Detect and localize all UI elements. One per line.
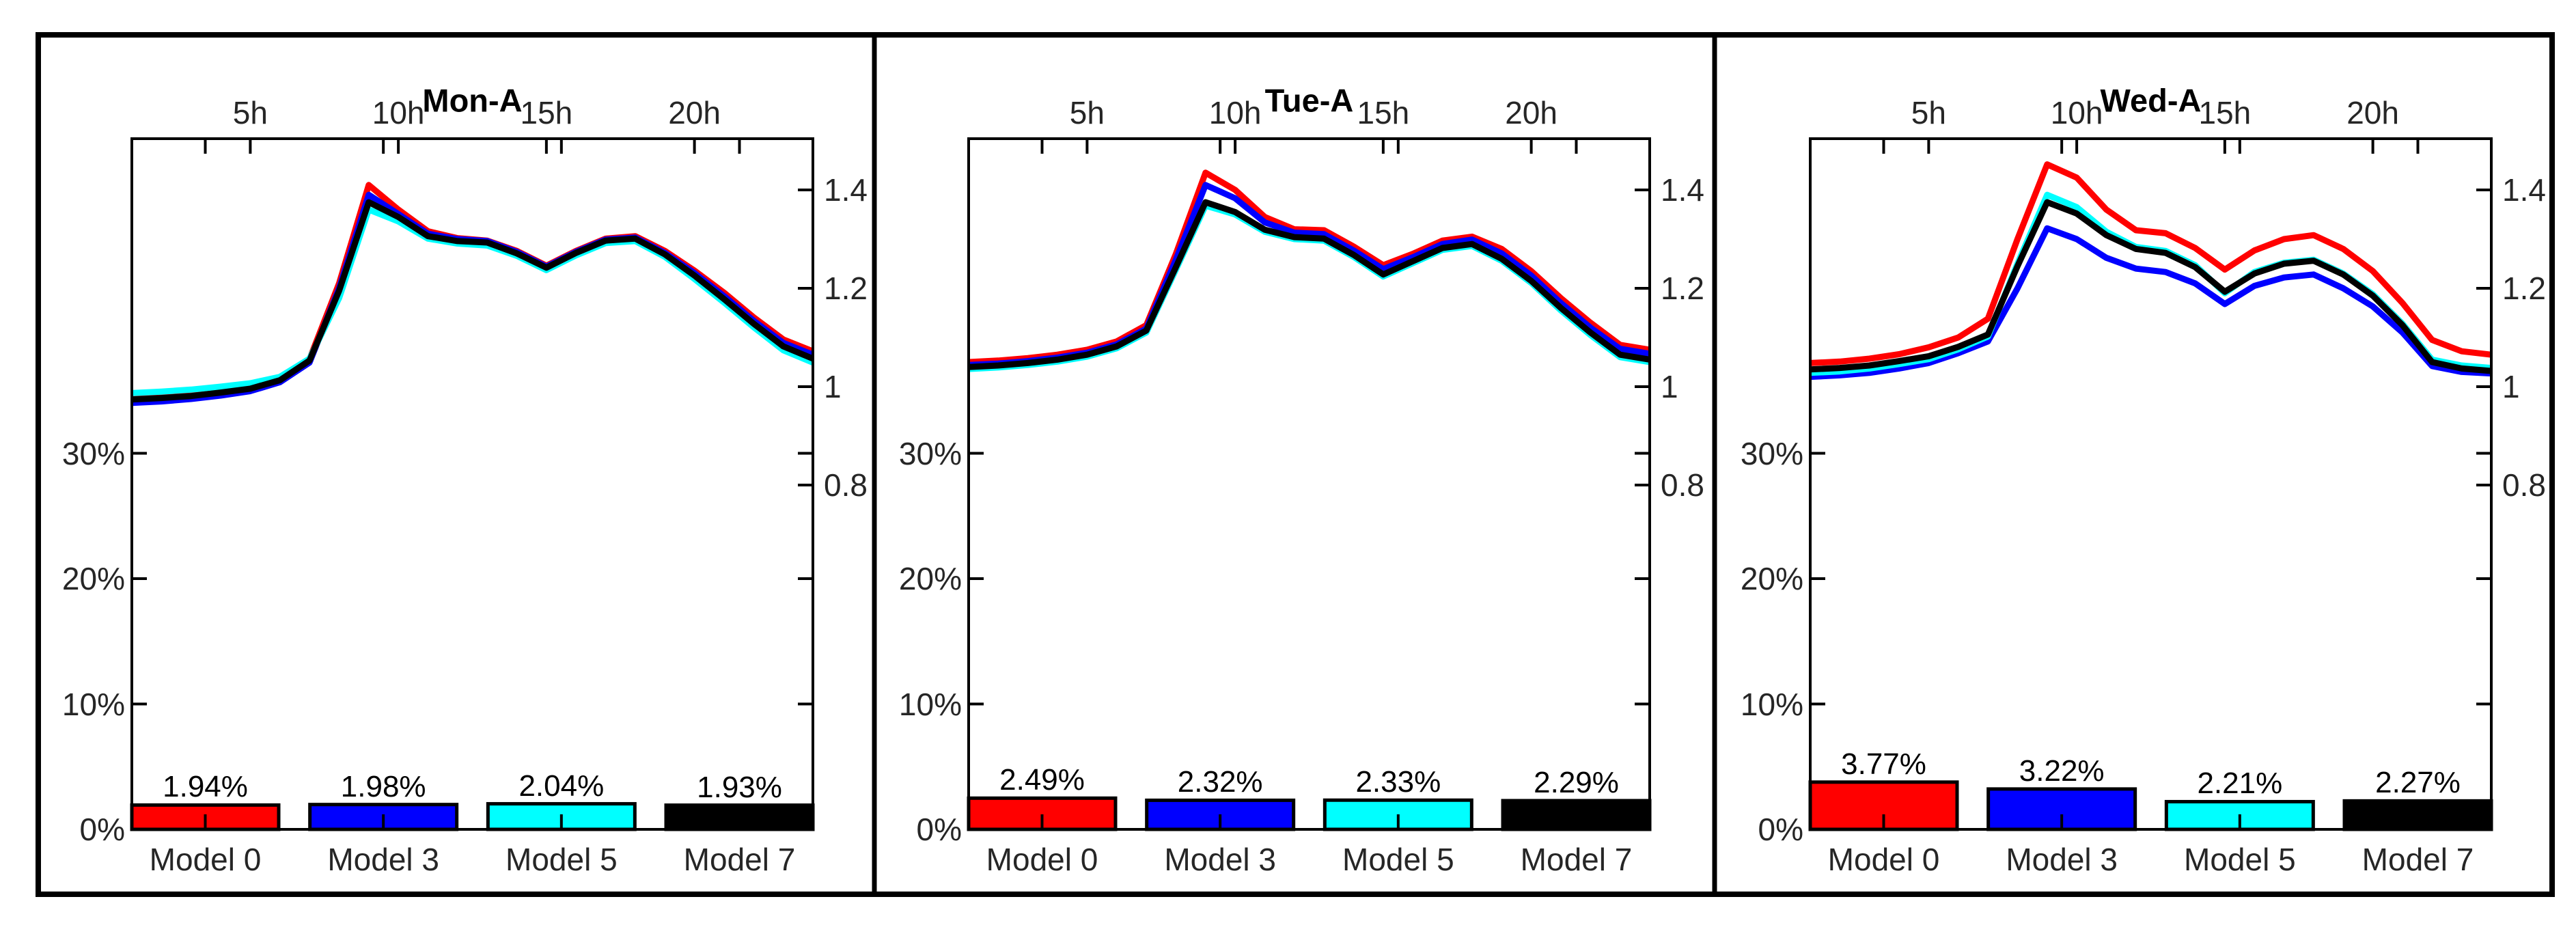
right-axis-label: 1.2 xyxy=(2502,271,2546,306)
left-axis-label: 20% xyxy=(61,561,125,596)
right-axis-label: 0.8 xyxy=(1661,467,1704,503)
right-axis-label: 1.2 xyxy=(824,271,868,306)
panel-title: Mon-A xyxy=(422,82,523,119)
bar-category-label: Model 7 xyxy=(2362,842,2474,877)
right-axis-label: 0.8 xyxy=(824,467,868,503)
left-axis-label: 10% xyxy=(898,686,962,722)
bar-value-label: 2.29% xyxy=(1534,765,1619,799)
top-axis-label: 15h xyxy=(2198,95,2252,130)
right-axis-label: 1.2 xyxy=(1661,271,1704,306)
bar-value-label: 2.04% xyxy=(518,769,605,803)
left-axis-label: 0% xyxy=(916,812,962,847)
top-axis-label: 20h xyxy=(2346,95,2399,130)
plot-box xyxy=(1809,137,2493,831)
bar-value-label: 2.49% xyxy=(999,763,1085,797)
right-axis-label: 1.4 xyxy=(2502,172,2546,208)
panel-title: Wed-A xyxy=(2100,82,2202,119)
right-axis-label: 0.8 xyxy=(2502,467,2546,503)
bar-value-label: 1.94% xyxy=(163,770,248,804)
left-axis-label: 0% xyxy=(1758,812,1803,847)
panel-title: Tue-A xyxy=(1264,82,1354,119)
left-axis-label: 10% xyxy=(61,686,125,722)
bar-category-label: Model 0 xyxy=(149,842,262,877)
bar-value-label: 2.32% xyxy=(1177,765,1263,799)
bar-category-label: Model 7 xyxy=(683,842,796,877)
panel-wed-a: Wed-A 5h 10h 15h 20h 0% 10% 20% 30% 0.8 1 1.2 1.4 3.… xyxy=(1717,32,2546,897)
bar-category-label: Model 0 xyxy=(1827,842,1940,877)
right-axis-label: 1 xyxy=(1661,369,1678,404)
right-axis-label: 1.4 xyxy=(824,172,868,208)
bar-category-label: Model 3 xyxy=(2006,842,2118,877)
top-axis-label: 15h xyxy=(1357,95,1410,130)
figure-border xyxy=(36,32,2555,897)
bar-category-label: Model 5 xyxy=(1342,842,1454,877)
top-axis-label: 5h xyxy=(1911,95,1946,130)
right-axis-label: 1 xyxy=(824,369,842,404)
bar-category-label: Model 5 xyxy=(2184,842,2296,877)
bar-value-label: 3.77% xyxy=(1841,747,1926,781)
bar-value-label: 3.22% xyxy=(2019,754,2105,788)
left-axis-label: 20% xyxy=(898,561,962,596)
bar-category-label: Model 5 xyxy=(505,842,618,877)
bar-category-label: Model 7 xyxy=(1520,842,1633,877)
line-model-7 xyxy=(968,199,1650,370)
top-axis-label: 15h xyxy=(520,95,573,130)
plot-box xyxy=(130,137,814,831)
panel-tue-a: Tue-A 5h 10h 15h 20h 0% 10% 20% 30% 0.8 1 1.2 1.4 2.… xyxy=(877,32,1713,897)
top-axis-label: 5h xyxy=(232,95,268,130)
bar-value-label: 2.27% xyxy=(2375,766,2461,800)
left-axis-label: 10% xyxy=(1740,686,1803,722)
bar-value-label: 1.93% xyxy=(697,770,782,804)
left-axis-label: 30% xyxy=(898,435,962,471)
line-model-3 xyxy=(1810,225,2492,381)
line-model-0 xyxy=(1810,161,2492,366)
top-axis-label: 20h xyxy=(1505,95,1557,130)
top-axis-label: 10h xyxy=(2050,95,2103,130)
left-axis-label: 30% xyxy=(1740,435,1803,471)
left-axis-label: 20% xyxy=(1740,561,1803,596)
bar-category-label: Model 3 xyxy=(327,842,439,877)
plot-box xyxy=(967,137,1651,831)
right-axis-label: 1 xyxy=(2502,369,2520,404)
right-axis-label: 1.4 xyxy=(1661,172,1704,208)
bar-value-label: 1.98% xyxy=(340,769,426,803)
top-axis-label: 5h xyxy=(1069,95,1105,130)
left-axis-label: 0% xyxy=(79,812,125,847)
bar-category-label: Model 3 xyxy=(1164,842,1276,877)
bar-category-label: Model 0 xyxy=(986,842,1098,877)
line-model-7 xyxy=(1810,199,2492,374)
top-axis-label: 10h xyxy=(372,95,425,130)
bar-value-label: 2.21% xyxy=(2197,767,2283,801)
top-axis-label: 20h xyxy=(668,95,721,130)
left-axis-label: 30% xyxy=(61,435,125,471)
top-axis-label: 10h xyxy=(1208,95,1262,130)
panel-mon-a: Mon-A 5h 10h 15h 20h 0% 10% 20% 30% 0.8 1 1.2 1.4 1.… xyxy=(40,32,872,897)
line-model-7 xyxy=(131,199,814,403)
bar-value-label: 2.33% xyxy=(1355,765,1441,799)
